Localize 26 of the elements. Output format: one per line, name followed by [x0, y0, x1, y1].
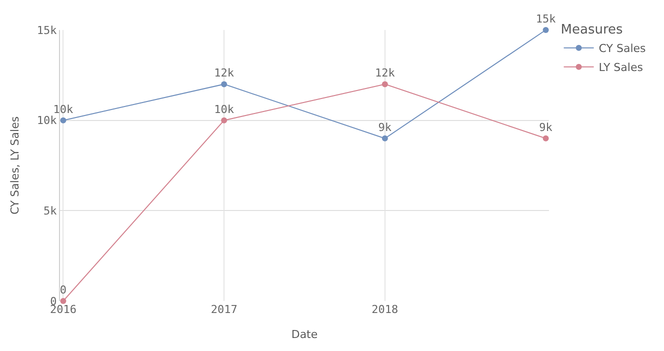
x-tick-label: 2017: [210, 303, 238, 316]
data-label: 15k: [536, 12, 556, 26]
point: [221, 117, 228, 124]
legend-label: LY Sales: [598, 61, 644, 74]
data-label: 12k: [214, 66, 234, 80]
y-tick-label: 5k: [44, 204, 58, 218]
x-tick-label: 2018: [372, 303, 398, 316]
y-tick-label: 10k: [36, 114, 58, 128]
data-label: 10k: [214, 102, 234, 116]
y-axis-title: CY Sales, LY Sales: [8, 116, 22, 215]
legend-label: CY Sales: [598, 42, 646, 56]
point: [542, 135, 549, 142]
point: [60, 117, 66, 124]
data-label: 9k: [378, 120, 392, 134]
data-label: 0: [60, 284, 67, 296]
y-tick-label: 15k: [36, 24, 58, 37]
point: [60, 298, 66, 304]
data-label: 12k: [374, 66, 396, 80]
data-label: 9k: [539, 120, 553, 134]
legend-title: Measures: [560, 22, 624, 38]
x-axis-title: Date: [291, 328, 318, 342]
point: [382, 135, 388, 142]
point: [382, 81, 388, 88]
point: [542, 27, 549, 33]
point: [221, 81, 228, 88]
data-label: 10k: [53, 102, 74, 116]
